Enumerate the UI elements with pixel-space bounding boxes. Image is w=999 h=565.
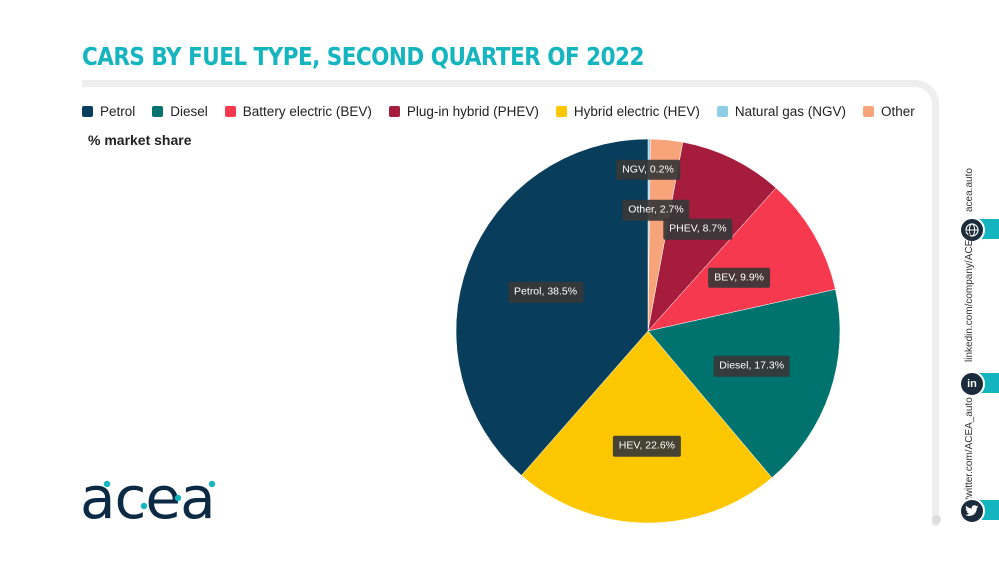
globe-icon-glyph [965, 223, 979, 237]
data-label-diesel: Diesel, 17.3% [713, 355, 791, 377]
data-label-hev: HEV, 22.6% [612, 435, 682, 457]
globe-icon[interactable] [959, 217, 985, 243]
legend: Petrol Diesel Battery electric (BEV) Plu… [82, 104, 932, 119]
legend-swatch-petrol [82, 106, 93, 117]
web-link[interactable]: acea.auto [964, 168, 975, 212]
legend-label-diesel: Diesel [170, 104, 208, 119]
logo-dot-2 [140, 502, 148, 510]
social-sidebar: acea.auto linkedin.com/company/ACEA/ in … [950, 150, 999, 540]
legend-item-other[interactable]: Other [862, 104, 915, 119]
chart-frame [82, 80, 939, 526]
acea-logo-text: acea [80, 466, 215, 526]
legend-label-petrol: Petrol [100, 104, 136, 119]
acea-logo: acea [80, 464, 230, 532]
y-axis-label: % market share [88, 132, 192, 148]
linkedin-icon-text: in [967, 378, 977, 390]
twitter-bird-glyph [965, 505, 979, 516]
twitter-link[interactable]: twitter.com/ACEA_auto [964, 397, 975, 500]
data-label-bev: BEV, 9.9% [708, 267, 771, 288]
legend-swatch-other [862, 106, 874, 117]
linkedin-link[interactable]: linkedin.com/company/ACEA/ [964, 230, 975, 362]
chart-title: CARS BY FUEL TYPE, SECOND QUARTER OF 202… [82, 42, 644, 71]
legend-item-ngv[interactable]: Natural gas (NGV) [716, 104, 846, 119]
linkedin-icon[interactable]: in [959, 371, 985, 397]
legend-label-ngv: Natural gas (NGV) [734, 104, 846, 119]
twitter-icon[interactable] [959, 498, 985, 524]
legend-label-hev: Hybrid electric (HEV) [573, 104, 700, 119]
legend-item-bev[interactable]: Battery electric (BEV) [224, 104, 372, 119]
legend-label-other: Other [880, 104, 915, 119]
data-label-phev: PHEV, 8.7% [663, 218, 733, 240]
logo-dot-1 [103, 480, 111, 488]
legend-item-petrol[interactable]: Petrol [82, 104, 135, 119]
legend-swatch-phev [388, 106, 400, 117]
frame-dot [932, 515, 941, 524]
legend-swatch-bev [224, 106, 236, 117]
legend-item-hev[interactable]: Hybrid electric (HEV) [555, 104, 700, 119]
logo-dot-4 [208, 480, 216, 488]
data-label-ngv: NGV, 0.2% [616, 159, 680, 181]
logo-dot-3 [174, 494, 182, 502]
pie-slice-petrol[interactable] [455, 138, 649, 476]
legend-swatch-ngv [716, 106, 728, 117]
legend-label-bev: Battery electric (BEV) [242, 104, 372, 119]
legend-label-phev: Plug-in hybrid (PHEV) [406, 104, 539, 119]
pie-slice-hev[interactable] [521, 330, 773, 524]
pie-slice-diesel[interactable] [647, 289, 841, 479]
legend-item-phev[interactable]: Plug-in hybrid (PHEV) [388, 104, 539, 119]
data-label-other: Other, 2.7% [622, 199, 690, 221]
pie-slice-bev[interactable] [647, 187, 836, 332]
data-label-petrol: Petrol, 38.5% [508, 282, 584, 303]
legend-swatch-diesel [152, 106, 164, 117]
acea-logo-mark: acea [80, 464, 216, 532]
legend-item-diesel[interactable]: Diesel [152, 104, 208, 119]
legend-swatch-hev [555, 106, 567, 117]
